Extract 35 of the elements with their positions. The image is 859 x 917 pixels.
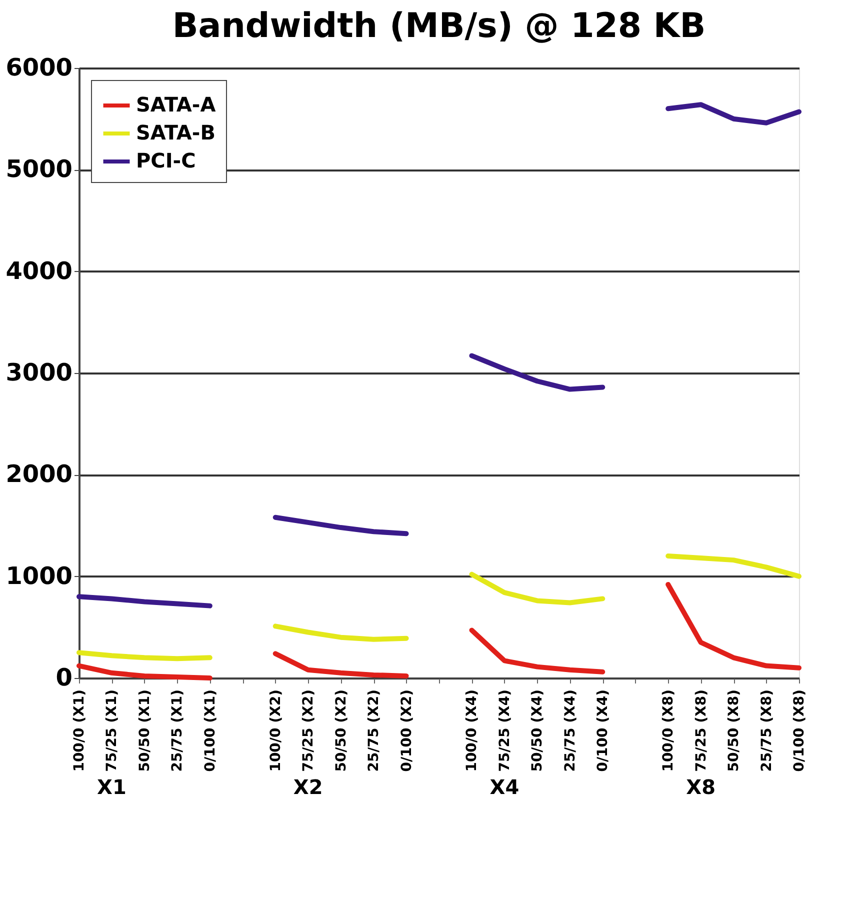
text: X1 bbox=[97, 775, 126, 799]
x-tick-label: 25/75 (X8) bbox=[758, 690, 775, 772]
x-tick-label: 0/100 (X2) bbox=[398, 690, 415, 772]
x-tick-label: 100/0 (X2) bbox=[268, 690, 284, 772]
y-tick-label: 3000 bbox=[6, 358, 72, 386]
x-tick-label: 75/25 (X4) bbox=[496, 690, 513, 772]
x-tick-label: 75/25 (X8) bbox=[693, 690, 710, 772]
x-tick-label: 75/25 (X1) bbox=[104, 690, 120, 772]
x-tick-label: 50/50 (X4) bbox=[530, 690, 546, 772]
x-tick-label: 75/25 (X2) bbox=[300, 690, 317, 772]
text: X4 bbox=[490, 775, 520, 799]
x-tick-label: 25/75 (X1) bbox=[170, 690, 186, 772]
x-tick-label: 0/100 (X1) bbox=[202, 690, 218, 772]
legend-label: PCI-C bbox=[136, 148, 196, 172]
x-tick-label: 50/50 (X2) bbox=[333, 690, 350, 772]
y-tick-label: 6000 bbox=[6, 54, 72, 82]
y-tick-label: 1000 bbox=[6, 562, 72, 590]
x-tick-label: 100/0 (X1) bbox=[72, 690, 88, 772]
x-tick-label: 100/0 (X8) bbox=[660, 690, 677, 772]
legend-label: SATA-B bbox=[136, 120, 216, 144]
y-tick-label: 0 bbox=[56, 664, 72, 692]
legend-label: SATA-A bbox=[136, 92, 216, 116]
y-tick-label: 5000 bbox=[6, 155, 72, 184]
x-tick-label: 100/0 (X4) bbox=[464, 690, 480, 772]
x-tick-label: 50/50 (X8) bbox=[726, 690, 742, 772]
text: X8 bbox=[686, 775, 716, 799]
x-tick-label: 50/50 (X1) bbox=[136, 690, 153, 772]
chart-title: Bandwidth (MB/s) @ 128 KB bbox=[172, 6, 706, 46]
text: X2 bbox=[293, 775, 323, 799]
x-tick-label: 25/75 (X4) bbox=[562, 690, 578, 772]
x-tick-label: 25/75 (X2) bbox=[366, 690, 382, 772]
y-tick-label: 2000 bbox=[6, 460, 72, 488]
x-tick-label: 0/100 (X8) bbox=[792, 690, 808, 772]
x-tick-label: 0/100 (X4) bbox=[595, 690, 612, 772]
y-tick-label: 4000 bbox=[6, 256, 72, 285]
